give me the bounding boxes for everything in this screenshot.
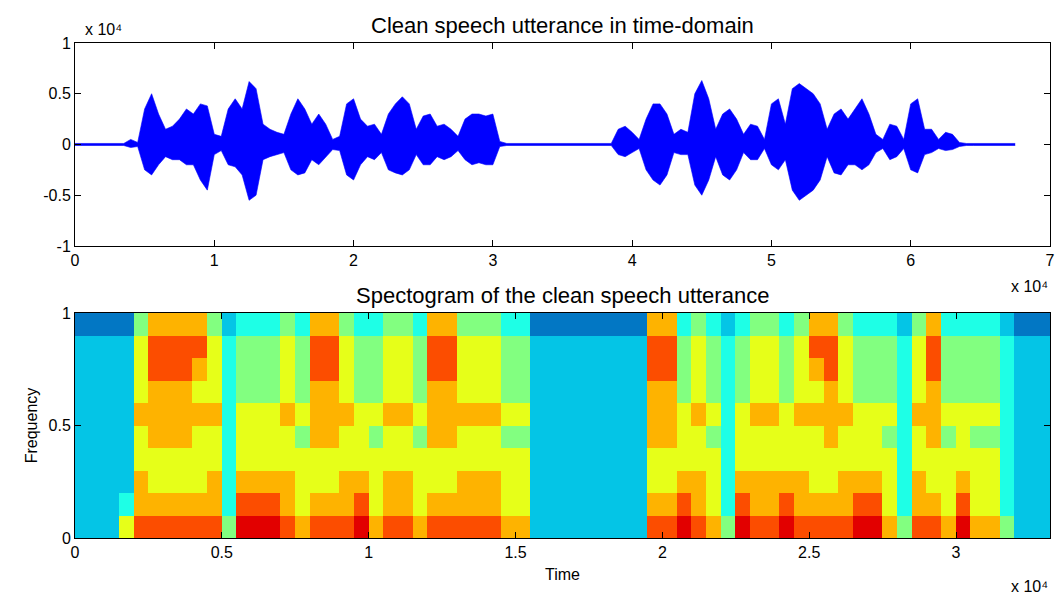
svg-text:Frequency: Frequency xyxy=(23,388,40,464)
svg-text:1: 1 xyxy=(364,544,373,561)
svg-text:Clean speech utterance in time: Clean speech utterance in time-domain xyxy=(371,13,754,38)
svg-text:0: 0 xyxy=(71,544,80,561)
svg-text:0: 0 xyxy=(62,530,71,547)
svg-text:0: 0 xyxy=(71,252,80,269)
svg-text:3: 3 xyxy=(952,544,961,561)
svg-text:1: 1 xyxy=(62,305,71,322)
svg-text:x 10⁴: x 10⁴ xyxy=(1011,578,1048,595)
svg-text:7: 7 xyxy=(1046,252,1055,269)
svg-text:Spectogram of the clean speech: Spectogram of the clean speech utterance xyxy=(356,283,769,308)
svg-text:x 10⁴: x 10⁴ xyxy=(85,21,122,38)
svg-text:-0.5: -0.5 xyxy=(43,187,71,204)
svg-text:3: 3 xyxy=(488,252,497,269)
svg-text:6: 6 xyxy=(906,252,915,269)
svg-text:1: 1 xyxy=(62,35,71,52)
svg-text:2: 2 xyxy=(658,544,667,561)
svg-text:1.5: 1.5 xyxy=(504,544,526,561)
svg-text:0.5: 0.5 xyxy=(49,85,71,102)
svg-text:0: 0 xyxy=(62,136,71,153)
svg-text:Time: Time xyxy=(545,566,580,583)
svg-text:x 10⁴: x 10⁴ xyxy=(1011,278,1048,295)
svg-text:5: 5 xyxy=(767,252,776,269)
svg-text:1: 1 xyxy=(210,252,219,269)
svg-text:2.5: 2.5 xyxy=(798,544,820,561)
svg-text:2: 2 xyxy=(349,252,358,269)
svg-text:-1: -1 xyxy=(57,238,71,255)
svg-text:0.5: 0.5 xyxy=(211,544,233,561)
svg-text:4: 4 xyxy=(628,252,637,269)
svg-text:0.5: 0.5 xyxy=(49,417,71,434)
